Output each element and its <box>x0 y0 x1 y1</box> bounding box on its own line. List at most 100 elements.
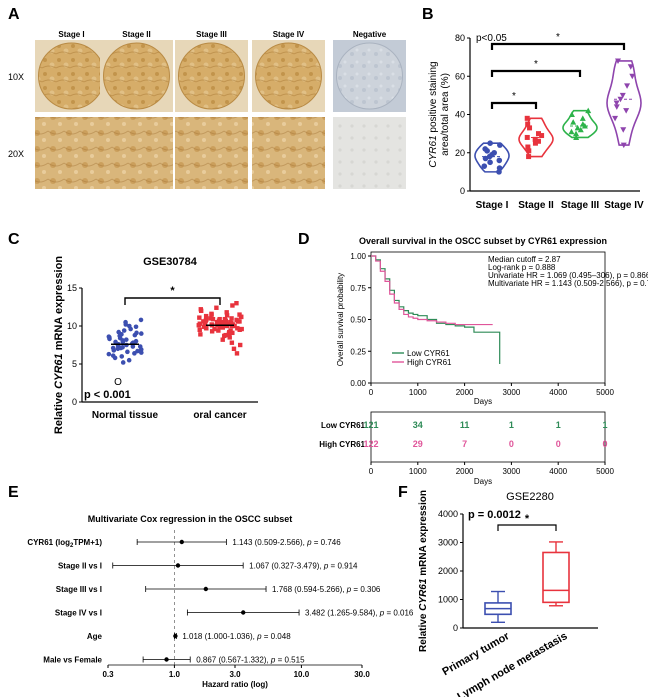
ihc-20x-tile <box>35 117 108 189</box>
data-point <box>197 315 202 320</box>
x-axis-label: Hazard ratio (log) <box>202 680 268 689</box>
data-point <box>224 323 230 329</box>
x-tick-label: 0 <box>369 467 374 476</box>
data-point <box>138 317 144 323</box>
data-point <box>623 108 630 114</box>
data-point <box>204 317 209 323</box>
x-tick-label: oral cancer <box>193 410 246 421</box>
stage-column-label: Stage II <box>122 30 150 39</box>
y-tick-label: 0.50 <box>350 316 366 325</box>
chart-title: GSE2280 <box>506 491 554 503</box>
x-tick-label: Lymph node metastasis <box>455 630 569 697</box>
data-point <box>526 148 532 154</box>
data-point <box>525 121 531 127</box>
data-point <box>570 119 577 125</box>
data-point <box>119 354 125 359</box>
data-point <box>234 301 239 306</box>
data-point <box>613 104 620 110</box>
data-point <box>202 321 208 326</box>
data-point <box>135 348 140 354</box>
y-tick-label: 2000 <box>438 566 458 576</box>
hazard-ratio-point <box>241 610 246 615</box>
data-point <box>620 142 627 149</box>
data-point <box>229 323 234 329</box>
panel-a-label: A <box>8 6 20 23</box>
data-point <box>204 326 209 331</box>
y-axis-label: Relative CYR61 mRNA expression <box>418 490 429 652</box>
x-tick-label: Stage III <box>561 200 600 211</box>
data-point <box>624 83 631 89</box>
data-point <box>111 348 117 353</box>
ihc-20x-tile <box>252 117 325 189</box>
hazard-ratio-text: 1.067 (0.327-3.479), p = 0.914 <box>249 562 358 571</box>
chart-title: Overall survival in the OSCC subset by C… <box>359 236 607 246</box>
chart-title: Multivariate Cox regression in the OSCC … <box>88 514 293 524</box>
ihc-tissue-core <box>38 42 105 110</box>
p-value-label: p<0.05 <box>476 33 507 44</box>
risk-table-cell: 122 <box>363 439 378 449</box>
data-point <box>126 357 132 363</box>
data-point <box>234 351 240 356</box>
data-point <box>227 335 232 340</box>
data-point <box>119 332 124 337</box>
stage-column-label: Negative <box>353 30 387 39</box>
forest-row-label: Age <box>87 632 103 641</box>
data-point <box>121 328 127 333</box>
x-tick-label: 1.0 <box>169 670 181 679</box>
stage-column-label: Stage IV <box>273 30 305 39</box>
y-tick-label: 1000 <box>438 595 458 605</box>
hazard-ratio-text: 0.867 (0.567-1.332), p = 0.515 <box>196 656 305 665</box>
data-point <box>487 140 493 146</box>
data-point <box>527 125 533 131</box>
y-tick-label: 3000 <box>438 538 458 548</box>
data-point <box>127 323 132 329</box>
hazard-ratio-text: 1.768 (0.594-5.266), p = 0.306 <box>272 585 381 594</box>
x-tick-label: 10.0 <box>294 670 310 679</box>
data-point <box>497 142 503 148</box>
significance-star: * <box>525 513 530 525</box>
risk-table-row-label: High CYR61 <box>319 440 365 449</box>
data-point <box>230 330 235 336</box>
stage-column-label: Stage III <box>196 30 227 39</box>
x-tick-label: Stage I <box>476 200 509 211</box>
data-point <box>612 115 619 122</box>
data-point <box>118 345 124 351</box>
survival-stat: Univariate HR = 1.069 (0.495–306), p = 0… <box>488 271 648 280</box>
data-point <box>139 350 144 355</box>
y-tick-label: 80 <box>455 33 465 43</box>
data-point <box>137 344 143 349</box>
y-tick-label: 0 <box>72 397 77 407</box>
data-point <box>577 126 584 133</box>
x-tick-label: 0 <box>369 388 374 397</box>
data-point <box>138 331 144 336</box>
data-point <box>539 133 545 139</box>
hazard-ratio-point <box>164 657 169 662</box>
risk-table-frame <box>370 411 606 463</box>
data-point <box>201 319 206 324</box>
data-point <box>229 316 234 321</box>
legend-entry: High CYR61 <box>407 358 452 367</box>
data-point <box>134 330 139 336</box>
box-lymph-node <box>542 551 570 604</box>
hazard-ratio-text: 3.482 (1.265-9.584), p = 0.016 <box>305 609 414 618</box>
x-tick-label: 4000 <box>549 388 567 397</box>
y-tick-label: 4000 <box>438 509 458 519</box>
data-point <box>198 332 203 337</box>
y-axis-label: Relative CYR61 mRNA expression <box>53 256 65 434</box>
x-tick-label: Normal tissue <box>92 410 159 421</box>
panel-d: D Overall survival in the OSCC subset by… <box>298 231 648 486</box>
x-tick-label: 30.0 <box>354 670 370 679</box>
risk-table-row-label: Low CYR61 <box>321 421 366 430</box>
data-point <box>223 318 228 323</box>
y-tick-label: 0.75 <box>350 284 366 293</box>
y-tick-label: 40 <box>455 110 465 120</box>
y-tick-label: 0 <box>453 623 458 633</box>
x-tick-label: 1000 <box>409 388 427 397</box>
data-point <box>568 111 575 117</box>
data-point <box>203 313 209 319</box>
risk-table-cell: 121 <box>363 420 378 430</box>
hazard-ratio-text: 1.018 (1.000-1.036), p = 0.048 <box>182 632 291 641</box>
x-axis-label: Days <box>474 397 492 406</box>
risk-table-cell: 0 <box>509 439 514 449</box>
